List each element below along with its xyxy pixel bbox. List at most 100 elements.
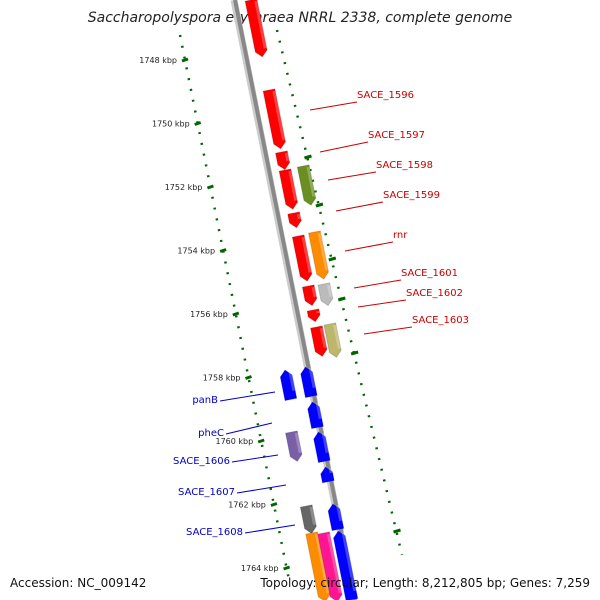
- gene-red-rnr-region-shape[interactable]: [291, 234, 313, 282]
- gene-khaki-shape[interactable]: [323, 322, 342, 359]
- gene-sace-1602-shape[interactable]: [306, 308, 321, 323]
- gene-sace-1599-highlight: [288, 170, 298, 201]
- position-ticks: 1748 kbp 1750 kbp 1752 kbp 1754 kbp 1756 kbp…: [139, 56, 401, 573]
- gene-panB[interactable]: [279, 369, 298, 402]
- gene-label-forward[interactable]: SACE_1603: [412, 315, 469, 326]
- tick-mark: [283, 565, 291, 571]
- tick-mark: [245, 375, 252, 380]
- gene-blue-bottom-shape[interactable]: [332, 530, 359, 600]
- gene-sace-1608-a-shape[interactable]: [299, 504, 317, 535]
- gene-panB-shape[interactable]: [279, 369, 298, 402]
- gene-sace-1606-a-shape[interactable]: [284, 430, 304, 463]
- gene-sace-1607-shape[interactable]: [320, 466, 335, 484]
- gene-sace-1607[interactable]: [320, 466, 335, 484]
- map-title: Saccharopolyspora erythraea NRRL 2338, c…: [87, 10, 513, 26]
- tick-label: 1750 kbp: [152, 120, 190, 129]
- gene-sace-1597-shape[interactable]: [262, 88, 287, 150]
- gene-small-red-shape[interactable]: [287, 211, 303, 229]
- gene-pheC[interactable]: [307, 401, 324, 430]
- gene-sace-1601[interactable]: [301, 284, 318, 307]
- gene-label-reverse[interactable]: panB: [192, 395, 218, 406]
- gene-panB-2[interactable]: [300, 366, 318, 399]
- gene-sace-1597[interactable]: [262, 88, 287, 150]
- gene-label-forward[interactable]: SACE_1599: [383, 190, 440, 201]
- gene-sace-1598a-shape[interactable]: [274, 150, 291, 171]
- gene-label-reverse[interactable]: SACE_1606: [173, 456, 230, 467]
- gene-label-forward[interactable]: SACE_1597: [368, 130, 425, 141]
- gene-sace-1598a-highlight: [284, 152, 290, 162]
- gene-sace-1606[interactable]: [313, 431, 331, 464]
- gene-panB-2-shape[interactable]: [300, 366, 318, 399]
- tick-mark: [206, 184, 214, 190]
- gene-sace-1597-highlight: [272, 90, 286, 141]
- gene-sace-1598a[interactable]: [274, 150, 291, 171]
- gene-label-reverse[interactable]: SACE_1608: [186, 527, 243, 538]
- tick-mark: [328, 256, 337, 262]
- gene-gray[interactable]: [317, 282, 334, 307]
- gene-orange-bottom-shape[interactable]: [305, 531, 331, 600]
- gene-orange-shape[interactable]: [307, 230, 330, 280]
- gene-sace-1606-shape[interactable]: [313, 431, 331, 464]
- gene-sace-1608-a[interactable]: [299, 504, 317, 535]
- tick-mark: [232, 311, 240, 317]
- gene-sace-1596[interactable]: [244, 0, 268, 58]
- gene-sace-1596-shape[interactable]: [244, 0, 268, 58]
- gene-sace-1603[interactable]: [309, 325, 329, 358]
- gene-pink-bottom-highlight: [326, 533, 342, 594]
- backbone-line: [233, 0, 357, 600]
- gene-blue-bottom[interactable]: [332, 530, 359, 600]
- gene-sace-1601-shape[interactable]: [301, 284, 318, 307]
- label-leader: [344, 241, 394, 252]
- gene-olive-shape[interactable]: [296, 164, 317, 207]
- gene-label-forward[interactable]: SACE_1601: [401, 268, 458, 279]
- gene-features[interactable]: [244, 0, 359, 600]
- gene-label-forward[interactable]: rnr: [393, 230, 408, 241]
- gene-sace-1601-highlight: [311, 286, 317, 298]
- gene-pink-bottom-shape[interactable]: [317, 531, 343, 600]
- gene-olive-highlight: [306, 166, 316, 197]
- gene-orange[interactable]: [307, 230, 330, 280]
- tick-mark: [219, 248, 227, 253]
- tick-label: 1760 kbp: [215, 437, 253, 446]
- gene-pheC-shape[interactable]: [307, 401, 324, 430]
- label-leader: [231, 454, 279, 463]
- gene-olive[interactable]: [296, 164, 317, 207]
- gene-label-reverse[interactable]: pheC: [198, 428, 224, 439]
- label-leader: [225, 422, 273, 435]
- gene-orange-bottom-highlight: [314, 533, 330, 594]
- gene-red-rnr-region[interactable]: [291, 234, 313, 282]
- label-leader: [335, 201, 384, 212]
- gene-orange-bottom[interactable]: [305, 531, 331, 600]
- gene-sace-1608-a-highlight: [309, 506, 317, 526]
- gene-label-reverse[interactable]: SACE_1607: [178, 487, 235, 498]
- gene-sace-1602[interactable]: [306, 308, 321, 323]
- label-leader: [244, 524, 296, 534]
- gene-label-forward[interactable]: SACE_1602: [406, 288, 463, 299]
- label-leader: [319, 141, 369, 153]
- gene-sace-1599[interactable]: [278, 168, 299, 211]
- gene-sace-1607-highlight: [328, 467, 333, 474]
- gene-label-forward[interactable]: SACE_1598: [376, 160, 433, 171]
- gene-red-rnr-region-highlight: [301, 236, 312, 273]
- tick-label: 1764 kbp: [241, 564, 279, 573]
- gene-sace-1608-shape[interactable]: [327, 503, 345, 532]
- gene-pink-bottom[interactable]: [317, 531, 343, 600]
- dotted-guide-right: [275, 29, 404, 556]
- gene-small-red[interactable]: [287, 211, 303, 229]
- tick-mark: [337, 296, 346, 302]
- gene-sace-1603-shape[interactable]: [309, 325, 329, 358]
- gene-orange-highlight: [317, 232, 329, 271]
- tick-mark: [181, 57, 189, 63]
- gene-sace-1599-shape[interactable]: [278, 168, 299, 211]
- tick-label: 1748 kbp: [139, 56, 177, 65]
- tick-mark: [304, 154, 312, 160]
- gene-gray-shape[interactable]: [317, 282, 334, 307]
- tick-mark: [393, 528, 401, 534]
- gene-sace-1608[interactable]: [327, 503, 345, 532]
- gene-khaki[interactable]: [323, 322, 342, 359]
- gene-sace-1606-a[interactable]: [284, 430, 304, 463]
- tick-mark: [194, 121, 202, 126]
- gene-label-forward[interactable]: SACE_1596: [357, 90, 414, 101]
